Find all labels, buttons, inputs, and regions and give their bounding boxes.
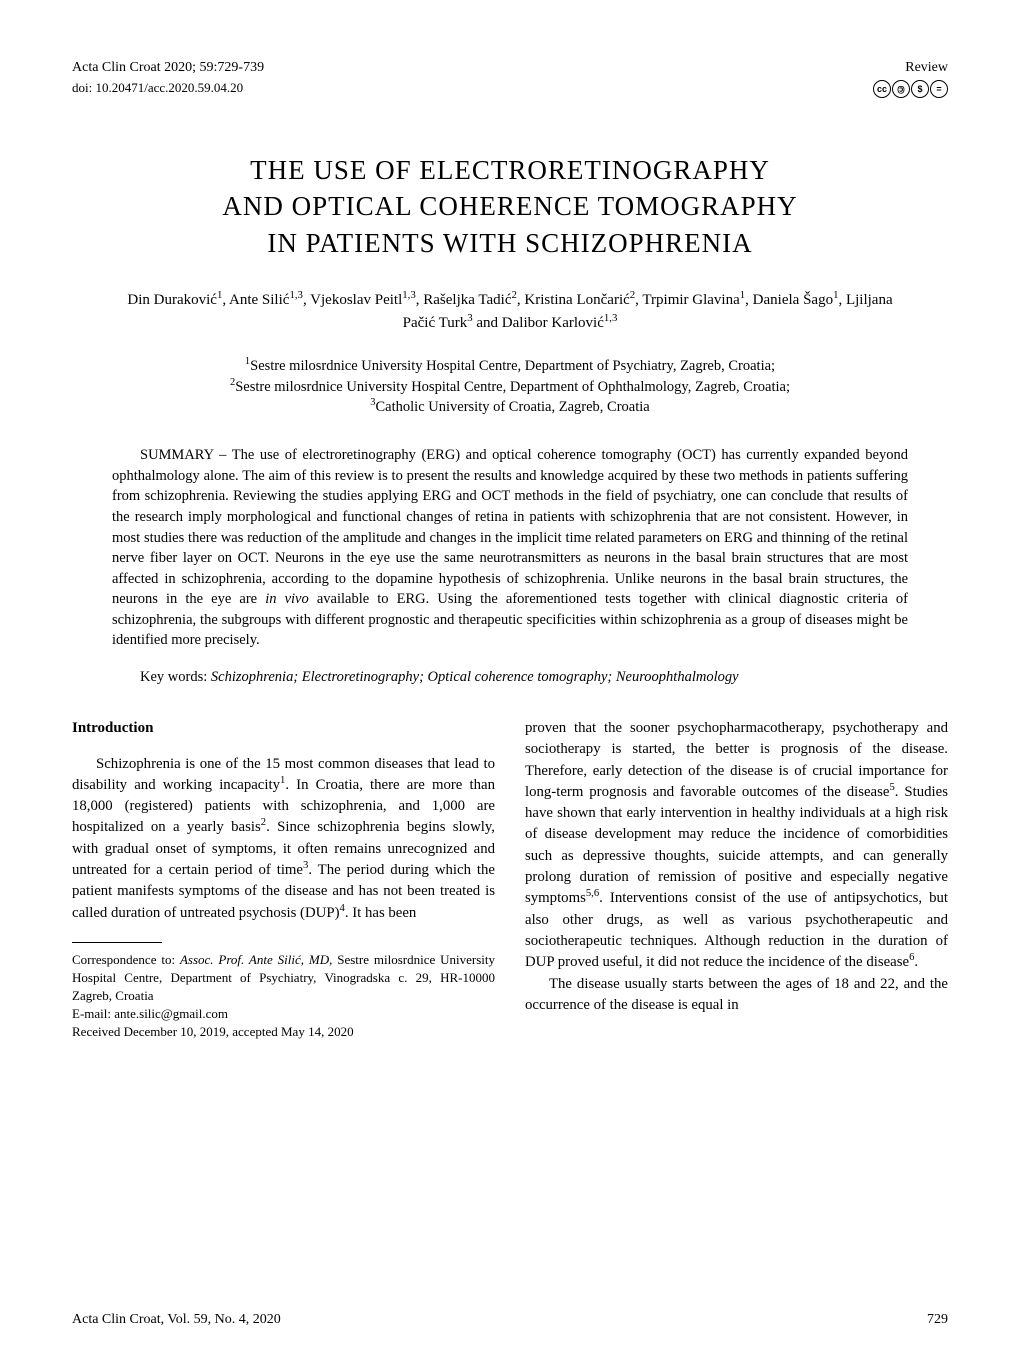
correspondence-divider <box>72 942 162 943</box>
by-icon: 🄯 <box>892 80 910 98</box>
header-row: Acta Clin Croat 2020; 59:729-739 Review <box>72 60 948 76</box>
right-column: proven that the sooner psychopharmacothe… <box>525 718 948 1041</box>
correspondence: Correspondence to: Assoc. Prof. Ante Sil… <box>72 951 495 1041</box>
section-heading-introduction: Introduction <box>72 718 495 740</box>
footer-journal: Acta Clin Croat, Vol. 59, No. 4, 2020 <box>72 1312 281 1328</box>
title-line-1: THE USE OF ELECTRORETINOGRAPHY <box>250 155 770 185</box>
nd-icon: = <box>930 80 948 98</box>
body-columns: Introduction Schizophrenia is one of the… <box>72 718 948 1041</box>
page-footer: Acta Clin Croat, Vol. 59, No. 4, 2020 72… <box>72 1312 948 1328</box>
article-title: THE USE OF ELECTRORETINOGRAPHY AND OPTIC… <box>92 152 928 261</box>
body-para-left: Schizophrenia is one of the 15 most comm… <box>72 754 495 924</box>
keywords-list: Schizophrenia; Electroretinography; Opti… <box>211 669 739 685</box>
abstract: SUMMARY – The use of electroretinography… <box>112 445 908 651</box>
affiliations: 1Sestre milosrdnice University Hospital … <box>102 356 918 417</box>
cc-icon: cc <box>873 80 891 98</box>
title-line-3: IN PATIENTS WITH SCHIZOPHRENIA <box>267 228 752 258</box>
keywords-label: Key words: <box>140 669 211 685</box>
keywords: Key words: Schizophrenia; Electroretinog… <box>112 669 908 686</box>
body-para-right-1: proven that the sooner psychopharmacothe… <box>525 718 948 974</box>
journal-citation: Acta Clin Croat 2020; 59:729-739 <box>72 60 264 76</box>
title-line-2: AND OPTICAL COHERENCE TOMOGRAPHY <box>222 191 797 221</box>
article-type: Review <box>905 60 948 76</box>
authors: Din Duraković1, Ante Silić1,3, Vjekoslav… <box>122 289 898 334</box>
cc-license-badge: cc 🄯 $ = <box>873 80 948 98</box>
body-para-right-2: The disease usually starts between the a… <box>525 974 948 1017</box>
left-column: Introduction Schizophrenia is one of the… <box>72 718 495 1041</box>
footer-page-number: 729 <box>927 1312 948 1328</box>
nc-icon: $ <box>911 80 929 98</box>
doi-text: doi: 10.20471/acc.2020.59.04.20 <box>72 80 948 96</box>
